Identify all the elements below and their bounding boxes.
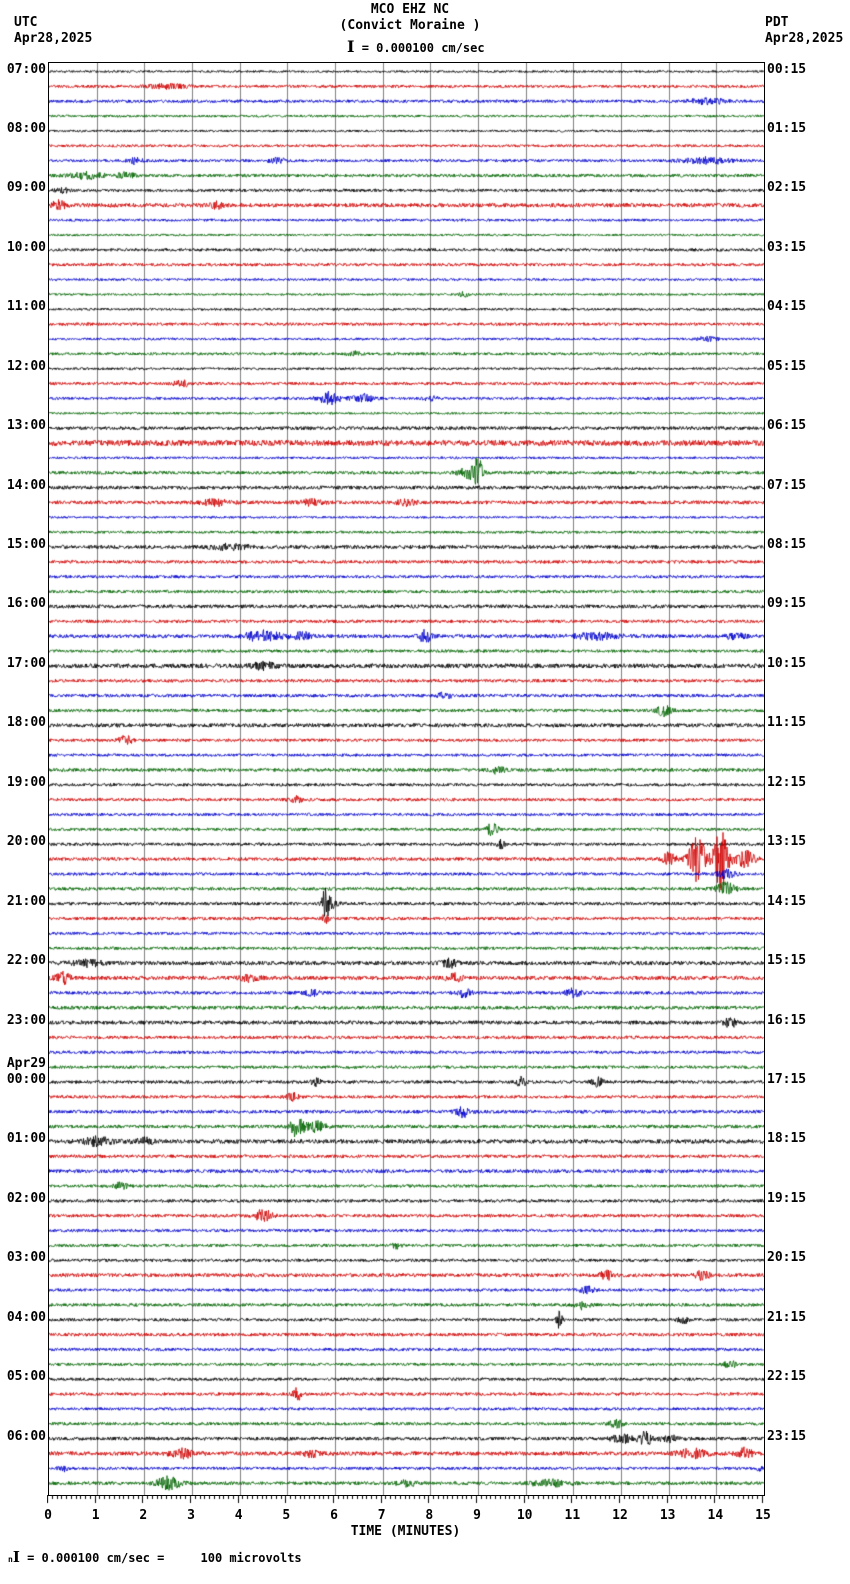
pdt-hour-label: 19:15 — [767, 1190, 807, 1206]
x-axis-title: TIME (MINUTES) — [350, 1524, 461, 1539]
x-tick-label: 14 — [707, 1508, 724, 1523]
utc-hour-label: 06:00 — [6, 1428, 46, 1444]
utc-hour-label: 20:00 — [6, 834, 46, 850]
trace-canvas — [49, 63, 764, 1495]
utc-hour-label: 10:00 — [6, 239, 46, 255]
x-tick-label: 2 — [139, 1508, 148, 1523]
x-tick-label: 3 — [187, 1508, 195, 1523]
utc-hour-label: 12:00 — [6, 358, 46, 374]
right-timezone-label: PDT — [765, 15, 789, 30]
utc-hour-label: 15:00 — [6, 537, 46, 553]
utc-hour-label: 08:00 — [6, 120, 46, 136]
station-title: MCO EHZ NC — [370, 2, 450, 17]
pdt-hour-label: 21:15 — [767, 1309, 807, 1325]
footer-scale-note: nI = 0.000100 cm/sec = 100 microvolts — [8, 1548, 302, 1566]
left-timezone-label: UTC — [14, 15, 38, 30]
footer-scale-value: 100 microvolts — [200, 1551, 302, 1565]
pdt-hour-label: 18:15 — [767, 1131, 807, 1147]
x-tick-label: 6 — [330, 1508, 338, 1523]
x-tick-label: 8 — [425, 1508, 434, 1523]
pdt-hour-label: 11:15 — [767, 715, 807, 731]
pdt-hour-label: 04:15 — [767, 299, 807, 315]
pdt-hour-label: 23:15 — [767, 1428, 807, 1444]
utc-hour-label: 07:00 — [6, 61, 46, 77]
pdt-hour-label: 03:15 — [767, 239, 807, 255]
x-axis-ticks — [47, 1495, 764, 1508]
x-tick-label: 9 — [473, 1508, 481, 1523]
pdt-hour-label: 08:15 — [767, 537, 807, 553]
utc-hour-label: 00:00 — [6, 1071, 46, 1087]
pdt-hour-label: 12:15 — [767, 774, 807, 790]
pdt-hour-label: 14:15 — [767, 893, 807, 909]
pdt-hour-label: 16:15 — [767, 1012, 807, 1028]
utc-hour-label: 22:00 — [6, 953, 46, 969]
utc-hour-label: 17:00 — [6, 655, 46, 671]
pdt-hour-label: 10:15 — [767, 655, 807, 671]
pdt-hour-label: 02:15 — [767, 180, 807, 196]
utc-hour-label: 14:00 — [6, 477, 46, 493]
x-tick-label: 10 — [516, 1508, 533, 1523]
day-note-label: Apr29 — [6, 1055, 46, 1071]
x-tick-label: 12 — [612, 1508, 628, 1523]
footer-scale-bar-icon: I — [12, 1548, 20, 1566]
pdt-hour-label: 13:15 — [767, 834, 807, 850]
x-tick-label: 15 — [755, 1508, 771, 1523]
x-tick-label: 1 — [91, 1508, 100, 1523]
pdt-hour-label: 06:15 — [767, 418, 807, 434]
x-tick-label: 4 — [234, 1508, 243, 1523]
utc-hour-label: 11:00 — [6, 299, 46, 315]
x-tick-label: 0 — [44, 1508, 52, 1523]
utc-hour-label: 18:00 — [6, 715, 46, 731]
wave-glyph: n — [8, 1555, 13, 1564]
amplitude-scale-line: I = 0.000100 cm/sec — [347, 37, 485, 56]
right-date-label: Apr28,2025 — [765, 31, 844, 46]
left-date-label: Apr28,2025 — [14, 31, 93, 46]
utc-hour-label: 04:00 — [6, 1309, 46, 1325]
footer-spacer — [164, 1551, 200, 1565]
utc-hour-label: 09:00 — [6, 180, 46, 196]
pdt-hour-label: 09:15 — [767, 596, 807, 612]
utc-hour-label: 01:00 — [6, 1131, 46, 1147]
pdt-hour-label: 20:15 — [767, 1250, 807, 1266]
pdt-hour-label: 17:15 — [767, 1071, 807, 1087]
utc-hour-label: 19:00 — [6, 774, 46, 790]
pdt-hour-label: 01:15 — [767, 120, 807, 136]
seismogram-plot-area[interactable] — [48, 62, 765, 1496]
pdt-hour-label: 00:15 — [767, 61, 807, 77]
station-location: (Convict Moraine ) — [339, 18, 481, 33]
pdt-hour-label: 22:15 — [767, 1369, 807, 1385]
utc-hour-label: 23:00 — [6, 1012, 46, 1028]
utc-hour-label: 13:00 — [6, 418, 46, 434]
pdt-hour-label: 05:15 — [767, 358, 807, 374]
utc-hour-label: 02:00 — [6, 1190, 46, 1206]
pdt-hour-label: 07:15 — [767, 477, 807, 493]
x-tick-label: 13 — [659, 1508, 676, 1523]
scale-bar-icon: I — [347, 37, 355, 56]
x-tick-label: 5 — [282, 1508, 291, 1523]
x-tick-label: 11 — [564, 1508, 581, 1523]
utc-hour-label: 03:00 — [6, 1250, 46, 1266]
pdt-hour-label: 15:15 — [767, 953, 807, 969]
scale-label: = 0.000100 cm/sec — [361, 41, 485, 55]
utc-hour-label: 05:00 — [6, 1369, 46, 1385]
utc-hour-label: 16:00 — [6, 596, 46, 612]
footer-scale-text: = 0.000100 cm/sec = — [27, 1551, 165, 1565]
x-tick-label: 7 — [377, 1508, 386, 1523]
utc-hour-label: 21:00 — [6, 893, 46, 909]
